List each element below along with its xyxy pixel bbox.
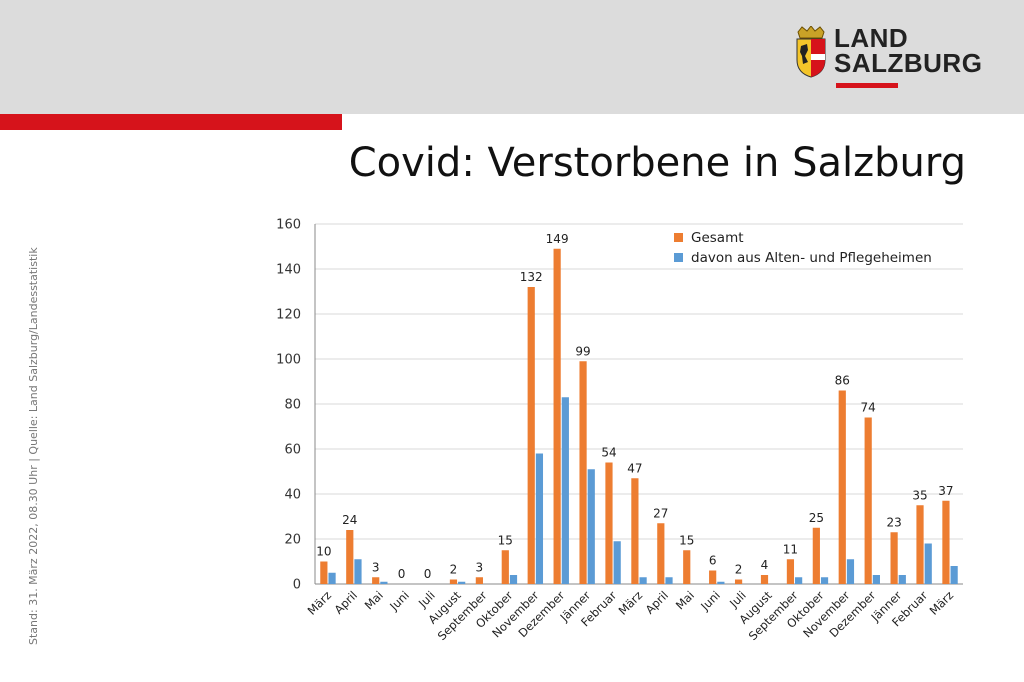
logo-line-land: LAND [834,23,909,53]
red-accent-stripe [0,114,342,130]
bar-gesamt [553,248,561,584]
bar-heime [950,566,958,584]
x-tick-label: Juni [697,588,723,614]
bar-gesamt [449,579,458,584]
bar-heime [795,577,803,584]
x-tick-label: April [643,588,671,616]
data-label-gesamt: 4 [761,558,769,572]
bar-heime [328,572,336,584]
bar-gesamt [734,579,743,584]
data-label-gesamt: 99 [575,344,590,358]
bar-heime [509,575,518,584]
data-label-gesamt: 27 [653,506,668,520]
data-label-gesamt: 3 [476,560,484,574]
data-label-gesamt: 2 [735,563,743,577]
x-tick-label: März [616,588,646,618]
bar-heime [924,543,932,584]
legend-label-gesamt: Gesamt [691,230,744,246]
bar-gesamt [838,390,846,584]
bar-heime [613,541,621,584]
data-label-gesamt: 37 [938,484,953,498]
legend-swatch-heime [674,253,683,262]
bar-heime [820,577,829,584]
bar-heime [354,559,362,584]
data-label-gesamt: 47 [627,461,642,475]
data-label-gesamt: 23 [886,515,901,529]
logo-line-salzburg: SALZBURG [834,48,983,78]
y-tick-label: 40 [284,488,301,503]
data-label-gesamt: 25 [809,511,824,525]
x-tick-label: März [305,588,335,618]
bar-gesamt [864,417,872,584]
legend-swatch-gesamt [674,233,683,242]
data-label-gesamt: 24 [342,513,357,527]
data-label-gesamt: 54 [601,446,616,460]
land-salzburg-logo: LAND SALZBURG [794,25,982,90]
bar-gesamt [760,575,769,584]
data-label-gesamt: 74 [861,401,876,415]
bar-heime [717,581,725,584]
data-label-gesamt: 132 [520,270,543,284]
page-title: Covid: Verstorbene in Salzburg [348,140,966,186]
bar-gesamt [709,570,717,584]
bar-gesamt [916,505,924,584]
bar-gesamt [372,577,380,584]
data-label-gesamt: 15 [679,533,694,547]
data-label-gesamt: 86 [835,374,850,388]
bar-gesamt [579,361,587,584]
bar-gesamt [631,478,639,584]
data-label-gesamt: 149 [546,232,569,246]
bar-gesamt [605,462,613,584]
bar-gesamt [346,530,354,584]
bar-gesamt [812,527,820,584]
data-label-gesamt: 2 [450,563,458,577]
data-label-gesamt: 0 [398,567,406,581]
bar-heime [380,581,388,584]
data-label-gesamt: 11 [783,542,798,556]
y-tick-label: 0 [293,578,301,593]
bar-heime [665,577,673,584]
y-tick-label: 160 [276,218,301,233]
coat-of-arms-icon [796,26,826,78]
bar-heime [561,397,569,584]
y-tick-label: 140 [276,263,301,278]
x-tick-label: Mai [673,588,697,612]
deaths-bar-chart: 02040608010012014016010März24April3Mai0J… [276,218,963,643]
y-tick-label: 20 [284,533,301,548]
bar-gesamt [786,559,795,584]
logo-underline [836,83,898,88]
data-label-gesamt: 35 [912,488,927,502]
data-label-gesamt: 0 [424,567,432,581]
bar-gesamt [527,287,535,584]
bar-gesamt [475,577,483,584]
bar-gesamt [657,523,665,584]
data-label-gesamt: 15 [498,533,513,547]
bar-gesamt [501,550,509,584]
x-tick-label: Mai [362,588,386,612]
y-tick-label: 100 [276,353,301,368]
bar-heime [587,469,595,584]
bar-heime [458,581,466,584]
data-label-gesamt: 6 [709,554,717,568]
source-note: Stand: 31. März 2022, 08.30 Uhr | Quelle… [27,247,40,645]
bar-heime [872,575,880,584]
bar-gesamt [320,561,328,584]
y-tick-label: 120 [276,308,301,323]
y-tick-label: 80 [284,398,301,413]
header-band [0,0,1024,114]
legend-label-heime: davon aus Alten- und Pflegeheimen [691,250,932,266]
bar-heime [898,575,906,584]
y-tick-label: 60 [284,443,301,458]
bar-heime [535,453,544,584]
x-tick-label: Juni [386,588,412,614]
bar-gesamt [942,500,950,584]
data-label-gesamt: 3 [372,560,380,574]
data-label-gesamt: 10 [316,545,331,559]
bar-gesamt [890,532,898,584]
bar-heime [846,559,855,584]
bar-gesamt [683,550,691,584]
bar-heime [639,577,647,584]
x-tick-label: April [332,588,360,616]
x-tick-label: März [927,588,957,618]
